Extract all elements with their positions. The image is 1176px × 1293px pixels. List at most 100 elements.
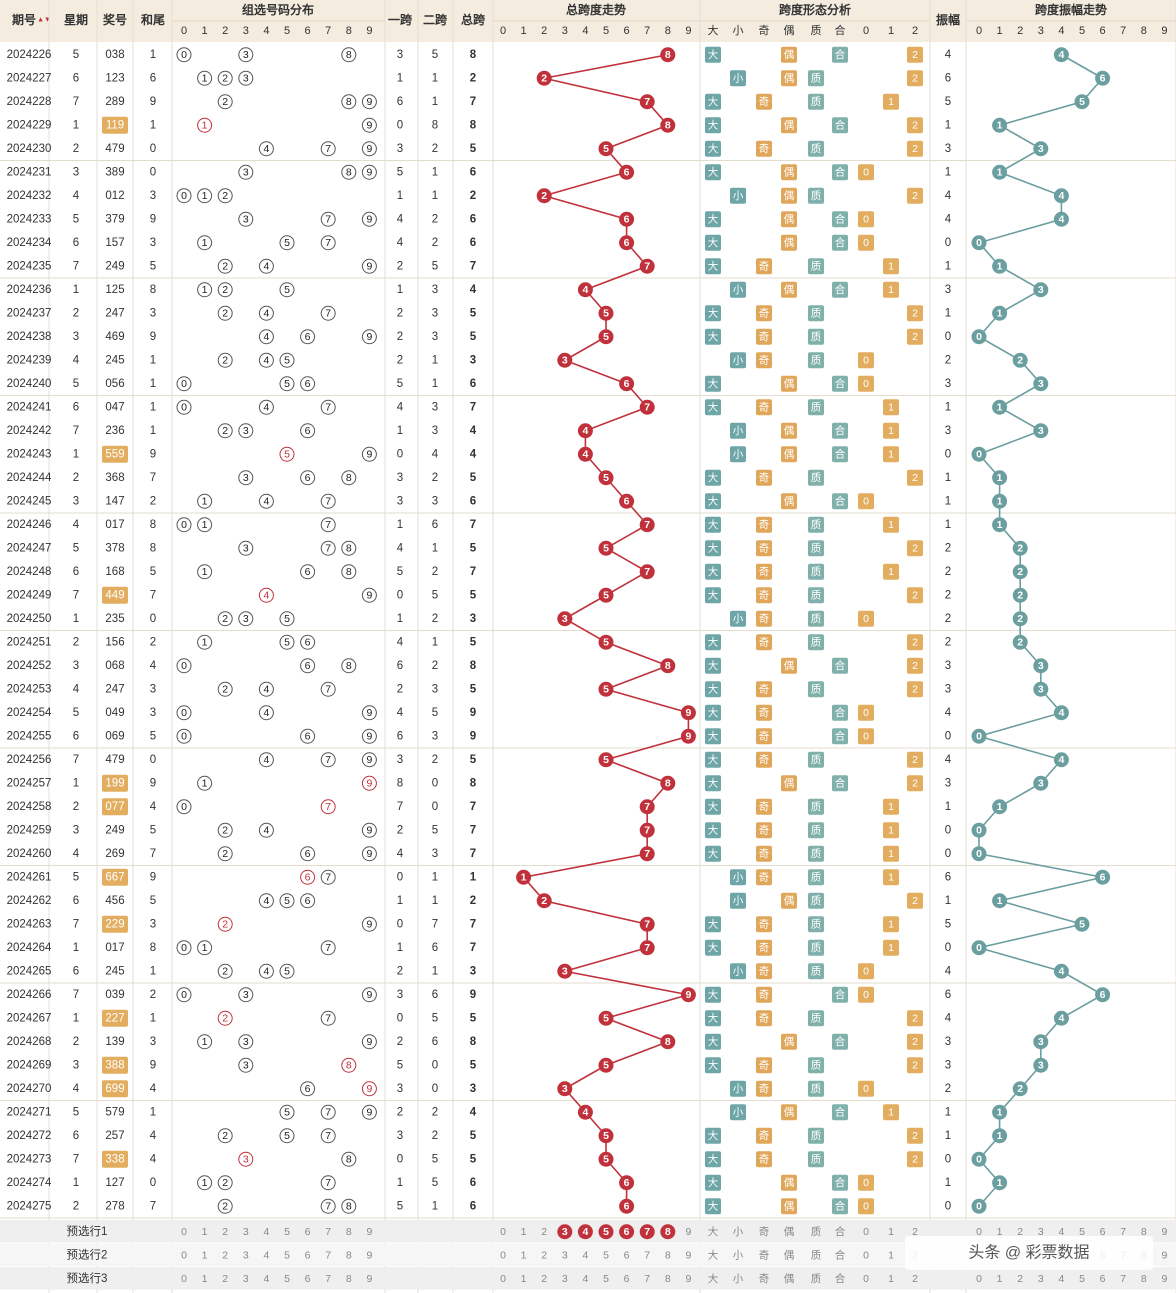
span-trend-label: 5: [603, 636, 609, 648]
amplitude-cell: 6: [945, 871, 951, 883]
amplitude-cell: 0: [945, 331, 951, 343]
span2-cell: 1: [432, 378, 438, 390]
digit-ball-text: 7: [325, 1012, 331, 1024]
amp-trend-label: 3: [1038, 1036, 1044, 1048]
shape-tag-text: 1: [888, 1106, 894, 1118]
shape-tag-text: 大: [708, 95, 719, 108]
shape-tag: [832, 211, 848, 228]
shape-tag-text: 大: [708, 212, 719, 225]
header-shape: 小: [733, 24, 744, 37]
span-trend-point: [598, 470, 614, 486]
digit-ball-text: 4: [263, 683, 269, 695]
preselect-row-bg[interactable]: [0, 1267, 1176, 1290]
amp-trend-point: [1033, 1057, 1049, 1073]
amp-trend-point: [1033, 423, 1049, 439]
amp-trend-label: 4: [1058, 49, 1064, 61]
number-cell: 119: [106, 119, 124, 131]
digit-ball: [197, 70, 213, 86]
number-highlight: [102, 1009, 128, 1027]
preselect-span-marked[interactable]: [619, 1224, 635, 1240]
digit-ball: [258, 399, 274, 415]
amplitude-cell: 4: [945, 190, 952, 202]
shape-tag-text: 偶: [784, 377, 795, 390]
span1-cell: 3: [397, 49, 403, 61]
shape-tag-text: 1: [888, 942, 894, 954]
preselect-digit: 3: [243, 1249, 249, 1261]
digit-ball-text: 6: [305, 331, 311, 343]
preselect-amp-digit: 9: [1161, 1273, 1167, 1285]
preselect-digit: 1: [202, 1249, 208, 1261]
header-shape: 大: [708, 23, 719, 37]
digit-ball-text: 7: [325, 754, 331, 766]
digit-ball: [217, 1128, 233, 1144]
preselect-span-marked[interactable]: [598, 1224, 614, 1240]
span2-cell: 2: [432, 472, 438, 484]
issue-cell: 2024228: [7, 96, 52, 108]
issue-cell: 2024229: [7, 119, 52, 131]
preselect-amp-digit: 7: [1120, 1273, 1126, 1285]
span2-cell: 3: [432, 848, 438, 860]
shape-tag: [907, 892, 923, 909]
amp-trend-point: [971, 329, 987, 345]
shape-tag: [832, 281, 848, 298]
number-cell: 168: [105, 566, 124, 578]
amp-trend-point: [1033, 775, 1049, 791]
shape-tag-text: 质: [811, 401, 822, 413]
shape-tag-text: 大: [708, 306, 719, 319]
preselect-span-marked[interactable]: [639, 1224, 655, 1240]
shape-tag: [705, 117, 721, 134]
digit-ball-text: 2: [222, 96, 228, 108]
total-span-cell: 5: [470, 1059, 477, 1071]
amplitude-cell: 2: [945, 566, 951, 578]
header-digit: 8: [346, 25, 352, 37]
preselect-span-digit: 3: [562, 1226, 568, 1238]
amp-trend-point: [971, 1198, 987, 1214]
shape-tag: [907, 328, 923, 345]
digit-ball: [238, 211, 254, 227]
digit-ball: [300, 728, 316, 744]
preselect-row-bg[interactable]: [0, 1243, 1176, 1267]
sum-tail-cell: 6: [150, 72, 156, 84]
shape-tag-text: 0: [863, 354, 869, 366]
shape-tag-text: 2: [912, 72, 918, 84]
shape-tag-text: 大: [708, 1129, 719, 1142]
weekday-cell: 3: [73, 1059, 79, 1071]
shape-tag-text: 小: [733, 190, 744, 202]
preselect-span-marked[interactable]: [557, 1224, 573, 1240]
preselect-span-marked[interactable]: [660, 1224, 676, 1240]
shape-tag-text: 大: [708, 471, 719, 484]
shape-tag-text: 质: [811, 566, 822, 578]
sum-tail-cell: 9: [150, 1059, 156, 1071]
digit-ball-text: 9: [366, 1036, 372, 1048]
header-span2: 二跨: [423, 13, 448, 27]
digit-ball: [238, 47, 254, 63]
preselect-span-digit: 5: [603, 1249, 609, 1261]
shape-tag-text: 1: [888, 96, 894, 108]
span2-cell: 3: [432, 284, 438, 296]
digit-ball: [361, 1034, 377, 1050]
digit-ball-text: 6: [305, 848, 311, 860]
sum-tail-cell: 1: [150, 1106, 156, 1118]
digit-ball: [361, 446, 377, 462]
weekday-cell: 6: [73, 566, 79, 578]
shape-tag-text: 大: [708, 236, 719, 249]
digit-ball-text: 1: [202, 519, 208, 531]
weekday-cell: 2: [73, 1200, 79, 1212]
shape-tag-text: 质: [811, 96, 822, 108]
digit-ball-text: 1: [202, 566, 208, 578]
digit-ball: [341, 658, 357, 674]
shape-tag-text: 2: [912, 777, 918, 789]
span-trend-label: 1: [521, 871, 527, 883]
amp-trend-point: [971, 822, 987, 838]
digit-ball: [320, 540, 336, 556]
shape-tag: [730, 187, 746, 204]
preselect-span-marked[interactable]: [577, 1224, 593, 1240]
shape-tag: [907, 1151, 923, 1168]
shape-tag: [730, 610, 746, 627]
shape-tag: [730, 1104, 746, 1121]
span1-cell: 2: [397, 824, 403, 836]
span-trend-point: [639, 94, 655, 110]
span-trend-point: [660, 658, 676, 674]
amp-trend-label: 1: [997, 472, 1003, 484]
